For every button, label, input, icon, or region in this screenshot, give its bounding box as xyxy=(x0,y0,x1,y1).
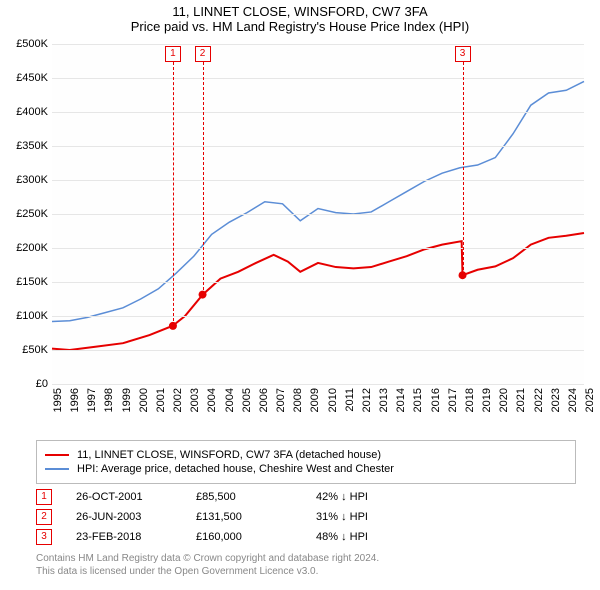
x-axis-label: 2017 xyxy=(447,388,459,412)
gridline xyxy=(52,180,584,181)
sale-date-1: 26-OCT-2001 xyxy=(76,491,196,503)
sale-marker-1: 1 xyxy=(36,489,52,505)
price-chart: £0£50K£100K£150K£200K£250K£300K£350K£400… xyxy=(52,44,584,384)
x-axis-label: 2008 xyxy=(292,388,304,412)
legend-label-property: 11, LINNET CLOSE, WINSFORD, CW7 3FA (det… xyxy=(77,449,381,461)
x-axis-label: 2014 xyxy=(395,388,407,412)
x-axis-label: 2007 xyxy=(275,388,287,412)
sale-marker-3: 3 xyxy=(36,529,52,545)
sale-row-3: 3 23-FEB-2018 £160,000 48% ↓ HPI xyxy=(36,528,456,546)
sale-marker-box: 2 xyxy=(195,46,211,62)
footer-line-1: Contains HM Land Registry data © Crown c… xyxy=(36,552,379,565)
footer: Contains HM Land Registry data © Crown c… xyxy=(36,552,379,578)
x-axis-label: 1995 xyxy=(52,388,64,412)
x-axis-label: 2021 xyxy=(515,388,527,412)
x-axis-label: 1999 xyxy=(121,388,133,412)
y-axis-label: £150K xyxy=(16,276,48,288)
x-axis-label: 2019 xyxy=(481,388,493,412)
sale-marker-box: 3 xyxy=(455,46,471,62)
gridline xyxy=(52,350,584,351)
legend-swatch-property xyxy=(45,454,69,456)
sale-row-1: 1 26-OCT-2001 £85,500 42% ↓ HPI xyxy=(36,488,456,506)
sale-pct-2: 31% ↓ HPI xyxy=(316,511,456,523)
y-axis-label: £350K xyxy=(16,140,48,152)
chart-title: 11, LINNET CLOSE, WINSFORD, CW7 3FA Pric… xyxy=(0,0,600,34)
sale-price-2: £131,500 xyxy=(196,511,316,523)
x-axis-label: 2009 xyxy=(309,388,321,412)
y-axis-label: £300K xyxy=(16,174,48,186)
x-axis-label: 2020 xyxy=(498,388,510,412)
gridline xyxy=(52,214,584,215)
gridline xyxy=(52,44,584,45)
x-axis-label: 2005 xyxy=(241,388,253,412)
gridline xyxy=(52,316,584,317)
legend-row-property: 11, LINNET CLOSE, WINSFORD, CW7 3FA (det… xyxy=(45,449,567,461)
x-axis-label: 2000 xyxy=(138,388,150,412)
gridline xyxy=(52,248,584,249)
y-axis-label: £0 xyxy=(36,378,48,390)
gridline xyxy=(52,282,584,283)
legend-swatch-hpi xyxy=(45,468,69,470)
x-axis-label: 2023 xyxy=(550,388,562,412)
y-axis-label: £250K xyxy=(16,208,48,220)
y-axis-label: £100K xyxy=(16,310,48,322)
gridline xyxy=(52,146,584,147)
title-line-2: Price paid vs. HM Land Registry's House … xyxy=(0,19,600,34)
gridline xyxy=(52,78,584,79)
x-axis-label: 2018 xyxy=(464,388,476,412)
y-axis-label: £450K xyxy=(16,72,48,84)
x-axis-label: 2022 xyxy=(533,388,545,412)
x-axis-label: 1998 xyxy=(103,388,115,412)
x-axis-label: 2004 xyxy=(224,388,236,412)
x-axis-label: 1997 xyxy=(86,388,98,412)
legend: 11, LINNET CLOSE, WINSFORD, CW7 3FA (det… xyxy=(36,440,576,484)
x-axis-label: 1996 xyxy=(69,388,81,412)
x-axis-label: 2025 xyxy=(584,388,596,412)
sale-date-2: 26-JUN-2003 xyxy=(76,511,196,523)
footer-line-2: This data is licensed under the Open Gov… xyxy=(36,565,379,578)
x-axis-label: 2001 xyxy=(155,388,167,412)
y-axis-label: £200K xyxy=(16,242,48,254)
sale-row-2: 2 26-JUN-2003 £131,500 31% ↓ HPI xyxy=(36,508,456,526)
sale-marker-line xyxy=(203,62,204,295)
x-axis-label: 2012 xyxy=(361,388,373,412)
x-axis-label: 2010 xyxy=(327,388,339,412)
gridline xyxy=(52,112,584,113)
sale-marker-box: 1 xyxy=(165,46,181,62)
sale-marker-line xyxy=(463,62,464,275)
x-axis-label: 2024 xyxy=(567,388,579,412)
y-axis-label: £400K xyxy=(16,106,48,118)
x-axis-label: 2004 xyxy=(206,388,218,412)
legend-label-hpi: HPI: Average price, detached house, Ches… xyxy=(77,463,394,475)
sale-pct-3: 48% ↓ HPI xyxy=(316,531,456,543)
sale-marker-2: 2 xyxy=(36,509,52,525)
legend-row-hpi: HPI: Average price, detached house, Ches… xyxy=(45,463,567,475)
sale-date-3: 23-FEB-2018 xyxy=(76,531,196,543)
sale-price-3: £160,000 xyxy=(196,531,316,543)
gridline xyxy=(52,384,584,385)
sales-table: 1 26-OCT-2001 £85,500 42% ↓ HPI 2 26-JUN… xyxy=(36,486,456,548)
y-axis-label: £500K xyxy=(16,38,48,50)
title-line-1: 11, LINNET CLOSE, WINSFORD, CW7 3FA xyxy=(0,4,600,19)
sale-marker-line xyxy=(173,62,174,326)
sale-pct-1: 42% ↓ HPI xyxy=(316,491,456,503)
x-axis-label: 2016 xyxy=(430,388,442,412)
x-axis-label: 2015 xyxy=(412,388,424,412)
x-axis-label: 2013 xyxy=(378,388,390,412)
x-axis-label: 2003 xyxy=(189,388,201,412)
x-axis-label: 2002 xyxy=(172,388,184,412)
y-axis-label: £50K xyxy=(22,344,48,356)
sale-price-1: £85,500 xyxy=(196,491,316,503)
x-axis-label: 2006 xyxy=(258,388,270,412)
x-axis-label: 2011 xyxy=(344,388,356,412)
